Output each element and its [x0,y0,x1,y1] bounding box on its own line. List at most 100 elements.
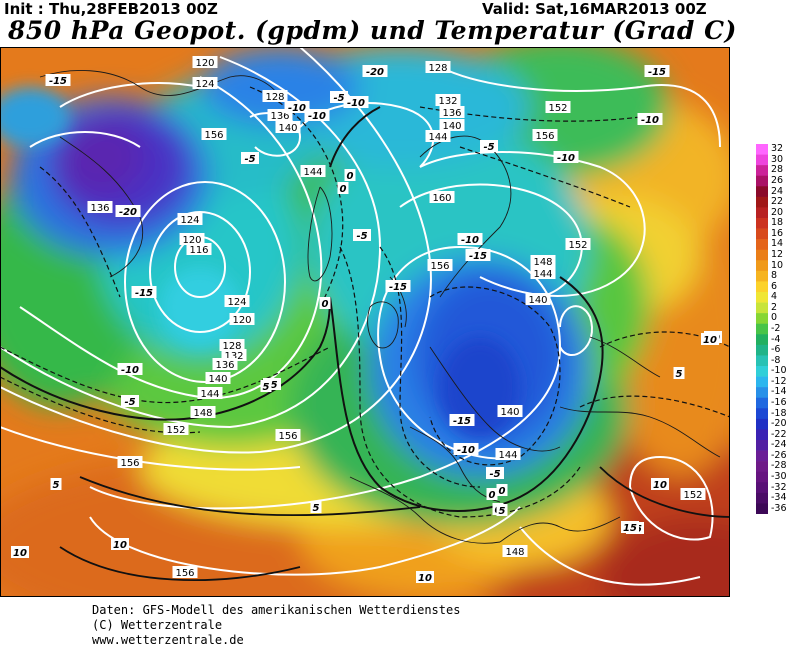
geopotential-label: 136 [270,111,289,122]
temperature-label-bg [284,101,310,113]
geopotential-label: 136 [90,203,109,214]
geopotential-label: 156 [175,568,194,579]
temperature-label: -10 [288,103,306,114]
geopotential-label: 116 [189,245,208,256]
temperature-label: -10 [641,115,659,126]
geopotential-label: 144 [533,269,552,280]
geopotential-label-bg [190,406,216,418]
scale-label: -12 [771,375,787,387]
color-scale-bar [756,144,768,514]
geopotential-label: 140 [500,407,519,418]
geopotential-label: 144 [498,450,517,461]
temperature-label-bg [50,478,62,490]
geopotential-label-bg [163,423,189,435]
geopotential-label-bg [495,448,521,460]
geopotential-label: 140 [278,123,297,134]
temperature-label-bg [457,233,483,245]
color-swatch [756,461,768,473]
temperature-label-bg [241,152,259,164]
geopotential-label-bg [429,191,455,203]
geopotential-label: 124 [180,215,199,226]
geopotential-label-bg [425,61,451,73]
geopotential-label: 156 [430,261,449,272]
temperature-label-bg [553,151,579,163]
scale-label: -26 [771,449,787,461]
scale-label: 20 [771,206,784,218]
geopotential-label: 128 [222,341,241,352]
scale-label: -32 [771,481,787,493]
color-swatch [756,165,768,177]
copyright: (C) Wetterzentrale [92,618,223,632]
temperature-label: 0 [499,486,506,497]
color-swatch [756,418,768,430]
temperature-label-bg [480,140,498,152]
temperature-label-bg [131,286,157,298]
color-swatch [756,471,768,483]
geopotential-label: 156 [535,131,554,142]
temperature-label-bg [453,443,479,455]
temperature-label: -10 [461,235,479,246]
temperature-label: -15 [453,416,471,427]
geopotential-label: 160 [432,193,451,204]
color-swatch [756,334,768,346]
temperature-label: -10 [557,153,575,164]
temperature-label: 0 [340,184,347,195]
geopotential-label-bg [439,119,465,131]
website-link[interactable]: www.wetterzentrale.de [92,633,244,647]
color-swatch [756,207,768,219]
geopotential-label-bg [532,129,558,141]
color-swatch [756,440,768,451]
temperature-label-bg [304,109,330,121]
temperature-field [0,47,730,597]
color-swatch [756,408,768,420]
geopotential-label-bg [192,56,218,68]
map-title: 850 hPa Geopot. (gpdm) und Temperatur (G… [8,16,737,45]
geopotential-label-bg [545,101,571,113]
valid-time: Valid: Sat,16MAR2013 00Z [482,0,707,18]
temperature-label: -5 [244,154,255,165]
geopotential-label: 128 [428,63,447,74]
scale-label: -18 [771,407,787,419]
temperature-label: -15 [648,67,666,78]
geopotential-label: 132 [224,351,243,362]
geopotential-label: 148 [193,408,212,419]
geopotential-label-bg [530,267,556,279]
temperature-label: 5 [313,503,320,514]
geopotential-label-bg [87,201,113,213]
scale-label: -6 [771,344,781,356]
temperature-label-bg [644,65,670,77]
temperature-label: -5 [483,142,494,153]
geopotential-label: 152 [568,240,587,251]
scale-label: 24 [771,185,784,197]
scale-label: -28 [771,460,787,472]
isotherm-lines-warm [59,466,730,581]
scale-label: -10 [771,365,787,377]
temperature-label: 10 [703,335,717,346]
geopotential-label: 152 [166,425,185,436]
color-swatch [756,218,768,229]
scale-label: 4 [771,291,778,303]
geopotential-label-bg [212,358,238,370]
temperature-label: -10 [308,111,326,122]
geopotential-label-bg [262,90,288,102]
temperature-label: -5 [489,469,500,480]
geopotential-label-bg [219,339,245,351]
color-swatch [756,344,768,356]
color-swatch [756,376,768,388]
temperature-label-bg [496,484,508,496]
color-swatch [756,355,768,367]
temperature-label-bg [337,182,349,194]
geopotential-label: 156 [120,458,139,469]
temperature-label-bg [344,169,356,181]
temperature-label-bg [651,478,669,490]
temperature-label: 5 [53,480,60,491]
scale-label: -20 [771,418,787,430]
temperature-label: 10 [418,573,432,584]
color-swatch [756,323,768,335]
footer: Daten: GFS-Modell des amerikanischen Wet… [92,603,460,648]
color-swatch [756,366,768,377]
scale-label: 32 [771,143,784,155]
color-swatch [756,450,768,462]
geopotential-label-bg [275,121,301,133]
